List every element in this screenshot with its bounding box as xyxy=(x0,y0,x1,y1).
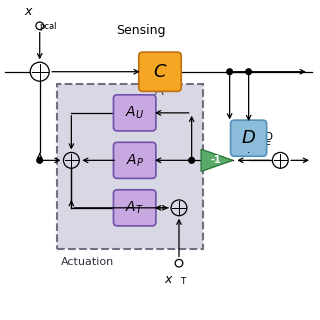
FancyBboxPatch shape xyxy=(114,190,156,226)
Circle shape xyxy=(227,69,233,75)
FancyBboxPatch shape xyxy=(114,95,156,131)
Circle shape xyxy=(246,69,252,75)
Text: $D$: $D$ xyxy=(241,129,256,147)
Polygon shape xyxy=(201,149,233,172)
Circle shape xyxy=(189,157,195,163)
Text: T: T xyxy=(180,276,186,285)
FancyBboxPatch shape xyxy=(139,52,181,91)
Text: $x$: $x$ xyxy=(24,5,33,18)
Text: $x$: $x$ xyxy=(164,273,174,286)
Circle shape xyxy=(37,157,43,163)
Text: $A_{P}$: $A_{P}$ xyxy=(126,152,144,169)
Text: F: F xyxy=(265,141,271,151)
Text: $A$: $A$ xyxy=(154,84,166,98)
Text: $A_{U}$: $A_{U}$ xyxy=(125,105,144,121)
FancyBboxPatch shape xyxy=(57,84,203,249)
Text: pcal: pcal xyxy=(39,22,57,31)
Text: Sensing: Sensing xyxy=(116,24,166,37)
Text: $C$: $C$ xyxy=(153,63,167,81)
FancyBboxPatch shape xyxy=(231,120,267,156)
FancyBboxPatch shape xyxy=(114,142,156,178)
Text: D: D xyxy=(265,132,273,141)
Text: Actuation: Actuation xyxy=(60,257,114,267)
Text: -1: -1 xyxy=(210,155,221,165)
Text: $A_{T}$: $A_{T}$ xyxy=(125,200,144,216)
